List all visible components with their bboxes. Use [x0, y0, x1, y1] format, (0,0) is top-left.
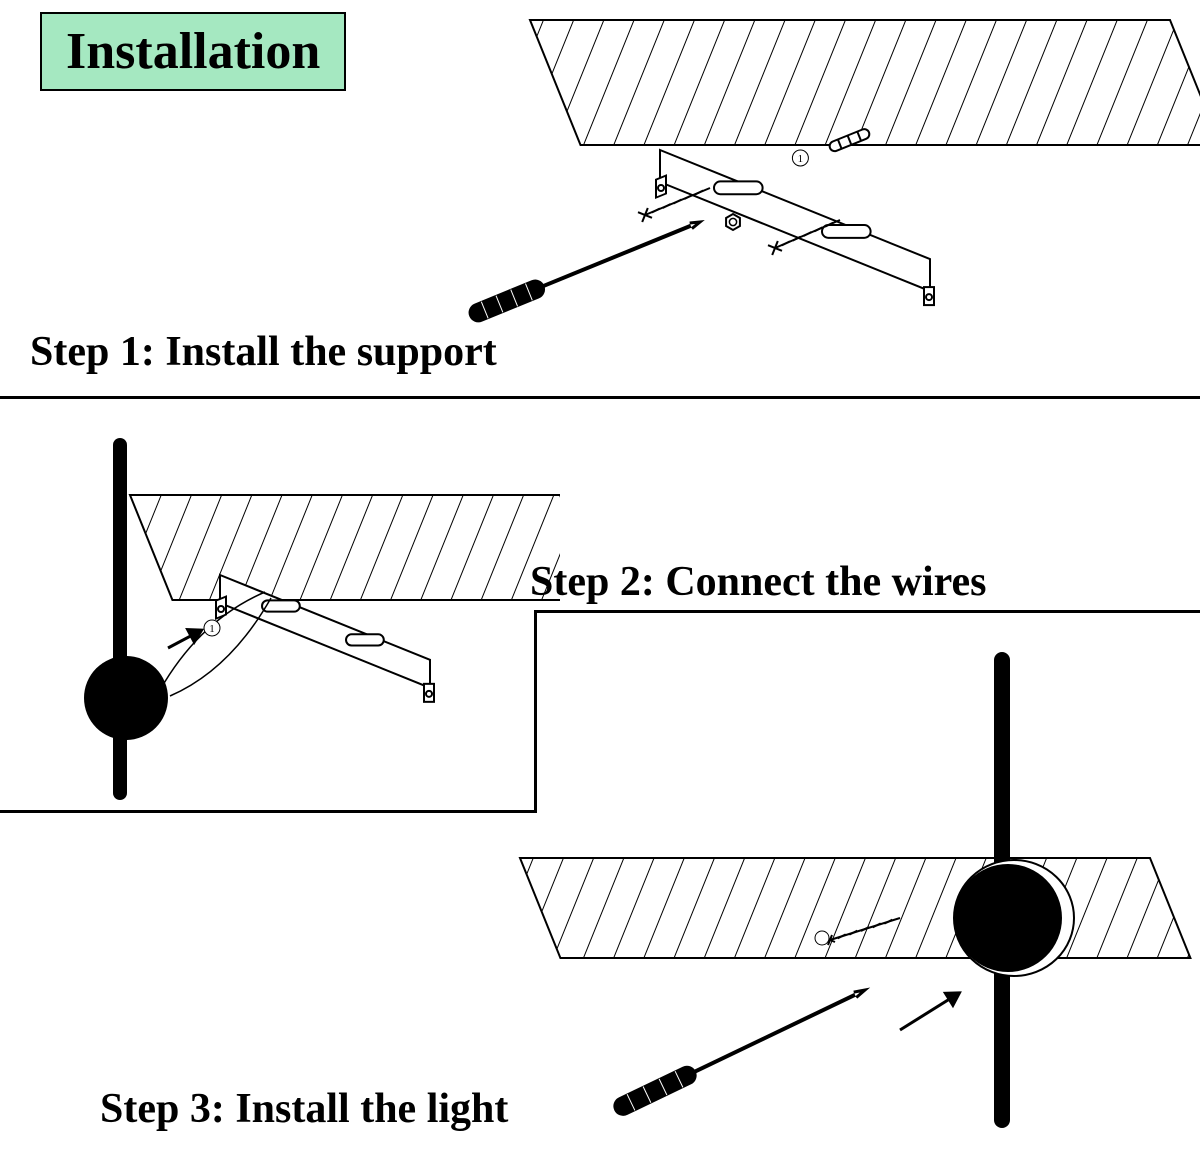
diagram-step-1: 1 — [400, 0, 1200, 340]
step-2-label: Step 2: Connect the wires — [530, 558, 987, 606]
diagram-step-2: 1 — [40, 420, 560, 820]
page-title: Installation — [40, 12, 346, 91]
divider-1 — [0, 396, 1200, 399]
box-h-right — [534, 610, 1200, 613]
svg-text:1: 1 — [798, 153, 804, 165]
diagram-step-3 — [500, 640, 1200, 1160]
svg-text:1: 1 — [209, 623, 215, 635]
step-3-label: Step 3: Install the light — [100, 1085, 508, 1133]
